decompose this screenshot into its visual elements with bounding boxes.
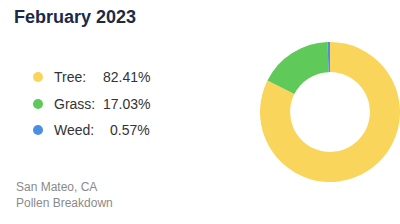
svg-text:Tree:: Tree: xyxy=(54,69,86,85)
svg-text:17.03%: 17.03% xyxy=(103,96,150,112)
svg-text:82.41%: 82.41% xyxy=(103,69,150,85)
svg-text:0.57%: 0.57% xyxy=(110,122,150,138)
svg-text:Pollen Breakdown: Pollen Breakdown xyxy=(16,196,113,210)
svg-text:February 2023: February 2023 xyxy=(14,7,136,27)
svg-text:Grass:: Grass: xyxy=(54,96,95,112)
svg-text:San Mateo, CA: San Mateo, CA xyxy=(16,180,97,194)
svg-text:Weed:: Weed: xyxy=(54,122,94,138)
